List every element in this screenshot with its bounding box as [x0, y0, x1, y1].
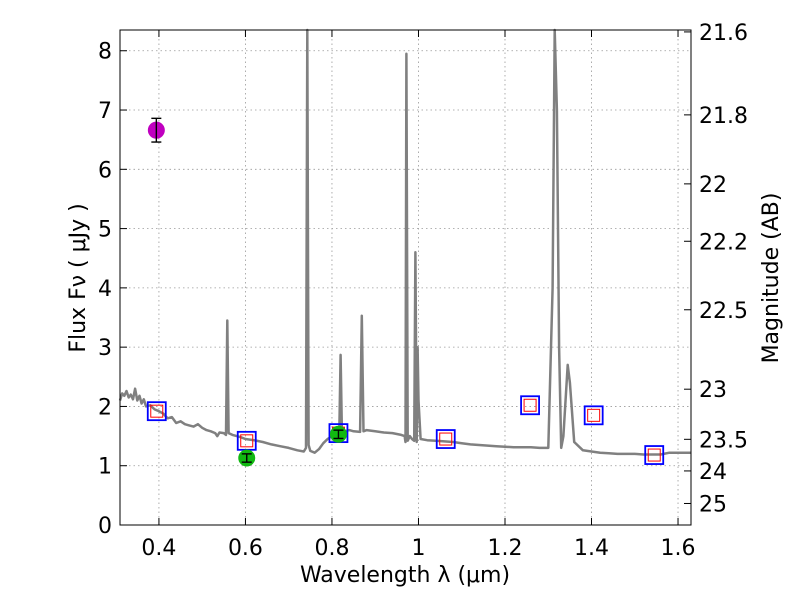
model-flux-inner-square: [523, 398, 537, 412]
right-tick-label: 22: [699, 173, 727, 198]
right-tick-label: 22.2: [699, 230, 748, 255]
x-tick-label: 1: [411, 536, 425, 561]
x-tick-label: 0.8: [314, 536, 349, 561]
y-tick-label: 8: [98, 40, 112, 65]
right-tick-label: 22.5: [699, 299, 748, 324]
model-flux-inner-square: [240, 434, 254, 448]
model-flux-square: [644, 445, 665, 465]
x-tick-label: 0.4: [141, 536, 176, 561]
label-layer: 0.4 0.6 0.8 1 1.2 1.4 1.601234567821.621.82222…: [98, 21, 748, 561]
model-flux-inner-square: [150, 404, 164, 418]
x-tick-label: 1.6: [661, 536, 696, 561]
right-tick-label: 21.8: [699, 104, 748, 129]
model-flux-square: [520, 395, 540, 416]
model-flux-square: [435, 429, 456, 449]
right-tick-label: 23.5: [699, 428, 748, 453]
right-axis-title: Magnitude (AB): [759, 193, 784, 364]
right-tick-label: 24: [699, 460, 727, 485]
y-tick-label: 0: [98, 514, 112, 539]
x-tick-label: 0.6: [228, 536, 263, 561]
x-axis-title: Wavelength λ (μm): [300, 563, 510, 588]
right-tick-label: 21.6: [699, 21, 748, 46]
y-tick-label: 6: [98, 158, 112, 183]
model-flux-inner-square: [647, 448, 661, 462]
spectrum-layer: [118, 28, 691, 456]
right-tick-label: 25: [699, 492, 727, 517]
model-spectrum-line: [118, 28, 691, 456]
grid-layer: [120, 30, 691, 526]
model-flux-inner-square: [439, 432, 453, 446]
y-axis-title: Flux Fν ( μJy ): [66, 203, 91, 352]
observed-layer: [147, 117, 347, 467]
y-tick-label: 5: [98, 218, 112, 243]
x-tick-label: 1.4: [574, 536, 609, 561]
model-flux-square: [146, 401, 167, 422]
x-tick-label: 1.2: [487, 536, 522, 561]
right-tick-label: 23: [699, 378, 727, 403]
tick-layer: [120, 30, 691, 526]
model-flux-square: [583, 405, 604, 426]
model-flux-inner-square: [587, 408, 601, 422]
plot-frame: [119, 29, 692, 526]
y-tick-label: 2: [98, 395, 112, 420]
y-tick-label: 4: [98, 277, 112, 302]
y-tick-label: 3: [98, 336, 112, 361]
y-tick-label: 7: [98, 99, 112, 124]
model-photometry-layer: [146, 395, 665, 465]
y-tick-label: 1: [98, 455, 112, 480]
